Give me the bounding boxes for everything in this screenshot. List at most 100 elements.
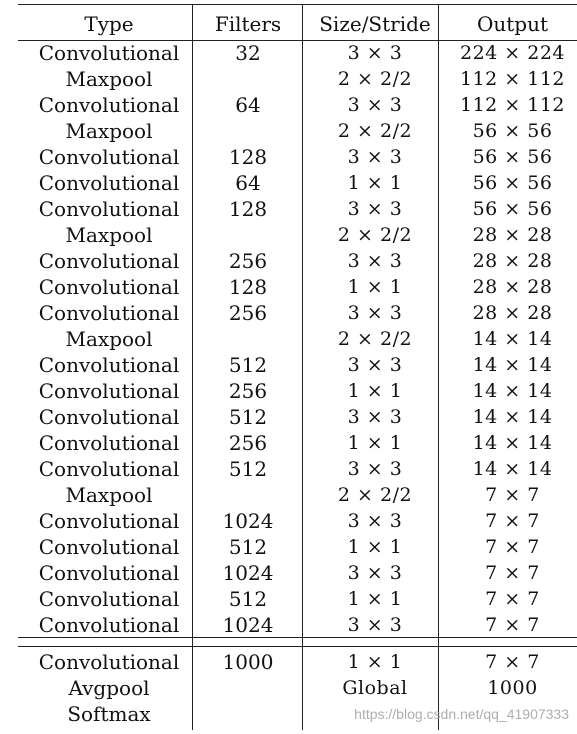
filters-cell [193, 66, 303, 92]
size-stride-cell: 2 × 2/2 [337, 224, 413, 246]
type-cell: Convolutional [38, 41, 180, 65]
type-cell: Convolutional [38, 301, 180, 325]
output-cell: 14 × 14 [472, 328, 553, 350]
output-cell: 28 × 28 [472, 250, 553, 272]
filters-cell [193, 326, 303, 352]
type-cell: Convolutional [38, 249, 180, 273]
size-stride-cell: 1 × 1 [347, 432, 403, 454]
filters-cell: 256 [228, 379, 268, 403]
output-cell: 56 × 56 [472, 146, 553, 168]
header-filters: Filters [214, 12, 282, 36]
size-stride-cell: 1 × 1 [347, 172, 403, 194]
size-stride-cell: 2 × 2/2 [337, 484, 413, 506]
header-output: Output [476, 12, 549, 36]
filters-cell [193, 222, 303, 248]
output-cell: 56 × 56 [472, 172, 553, 194]
size-stride-cell: 2 × 2/2 [337, 328, 413, 350]
size-stride-cell: 3 × 3 [347, 94, 403, 116]
filters-cell: 128 [228, 145, 268, 169]
output-cell: 14 × 14 [472, 432, 553, 454]
watermark-text: https://blog.csdn.net/qq_41907333 [354, 706, 569, 722]
type-cell: Convolutional [38, 353, 180, 377]
filters-cell: 512 [228, 587, 268, 611]
output-cell: 224 × 224 [459, 42, 566, 64]
type-cell: Avgpool [68, 676, 150, 700]
header-size-stride: Size/Stride [319, 12, 431, 36]
type-cell: Convolutional [38, 457, 180, 481]
output-cell: 7 × 7 [485, 614, 540, 636]
filters-cell: 512 [228, 457, 268, 481]
type-cell: Maxpool [65, 67, 153, 91]
size-stride-cell: 3 × 3 [347, 302, 403, 324]
filters-cell: 1000 [222, 650, 274, 674]
size-stride-cell: Global [342, 677, 408, 699]
size-stride-cell: 3 × 3 [347, 562, 403, 584]
filters-cell: 256 [228, 249, 268, 273]
output-cell: 7 × 7 [485, 536, 540, 558]
output-cell: 28 × 28 [472, 302, 553, 324]
size-stride-cell: 3 × 3 [347, 354, 403, 376]
size-stride-cell: 1 × 1 [347, 380, 403, 402]
size-stride-cell: 3 × 3 [347, 406, 403, 428]
output-cell: 28 × 28 [472, 276, 553, 298]
type-cell: Convolutional [38, 145, 180, 169]
output-cell: 112 × 112 [459, 94, 566, 116]
type-cell: Convolutional [38, 405, 180, 429]
type-cell: Convolutional [38, 93, 180, 117]
type-cell: Maxpool [65, 119, 153, 143]
type-cell: Convolutional [38, 171, 180, 195]
filters-cell: 64 [235, 171, 261, 195]
column-divider-2 [302, 4, 303, 730]
size-stride-cell: 3 × 3 [347, 198, 403, 220]
filters-cell: 512 [228, 535, 268, 559]
filters-cell: 128 [228, 197, 268, 221]
filters-cell: 512 [228, 353, 268, 377]
output-cell: 7 × 7 [485, 562, 540, 584]
filters-cell: 512 [228, 405, 268, 429]
size-stride-cell: 3 × 3 [347, 146, 403, 168]
type-cell: Convolutional [38, 587, 180, 611]
type-cell: Convolutional [38, 197, 180, 221]
output-cell: 28 × 28 [472, 224, 553, 246]
type-cell: Maxpool [65, 483, 153, 507]
output-cell: 7 × 7 [485, 510, 540, 532]
size-stride-cell: 3 × 3 [347, 42, 403, 64]
filters-cell: 128 [228, 275, 268, 299]
size-stride-cell: 1 × 1 [347, 276, 403, 298]
footer-rule-upper [18, 637, 577, 638]
type-cell: Convolutional [38, 275, 180, 299]
filters-cell: 64 [235, 93, 261, 117]
table-top-rule [18, 4, 577, 5]
filters-cell: 1024 [222, 509, 274, 533]
size-stride-cell: 3 × 3 [347, 458, 403, 480]
type-cell: Softmax [67, 702, 151, 726]
column-divider-1 [192, 4, 193, 730]
output-cell: 14 × 14 [472, 354, 553, 376]
header-type: Type [84, 12, 134, 36]
filters-cell [193, 118, 303, 144]
type-cell: Convolutional [38, 379, 180, 403]
size-stride-cell: 1 × 1 [347, 588, 403, 610]
output-cell: 56 × 56 [472, 198, 553, 220]
output-cell: 56 × 56 [472, 120, 553, 142]
output-cell: 14 × 14 [472, 406, 553, 428]
column-divider-3 [438, 4, 439, 730]
filters-cell: 256 [228, 301, 268, 325]
filters-cell [193, 482, 303, 508]
size-stride-cell: 1 × 1 [347, 651, 403, 673]
filters-cell: 256 [228, 431, 268, 455]
filters-cell [193, 701, 303, 727]
footer-rule-lower [18, 646, 577, 647]
type-cell: Maxpool [65, 223, 153, 247]
type-cell: Maxpool [65, 327, 153, 351]
output-cell: 7 × 7 [485, 588, 540, 610]
header-rule [18, 40, 577, 41]
type-cell: Convolutional [38, 650, 180, 674]
type-cell: Convolutional [38, 613, 180, 637]
darknet19-architecture-table: Type Filters Size/Stride Output Convolut… [10, 4, 577, 732]
output-cell: 7 × 7 [485, 651, 540, 673]
size-stride-cell: 3 × 3 [347, 250, 403, 272]
size-stride-cell: 3 × 3 [347, 614, 403, 636]
type-cell: Convolutional [38, 561, 180, 585]
size-stride-cell: 1 × 1 [347, 536, 403, 558]
